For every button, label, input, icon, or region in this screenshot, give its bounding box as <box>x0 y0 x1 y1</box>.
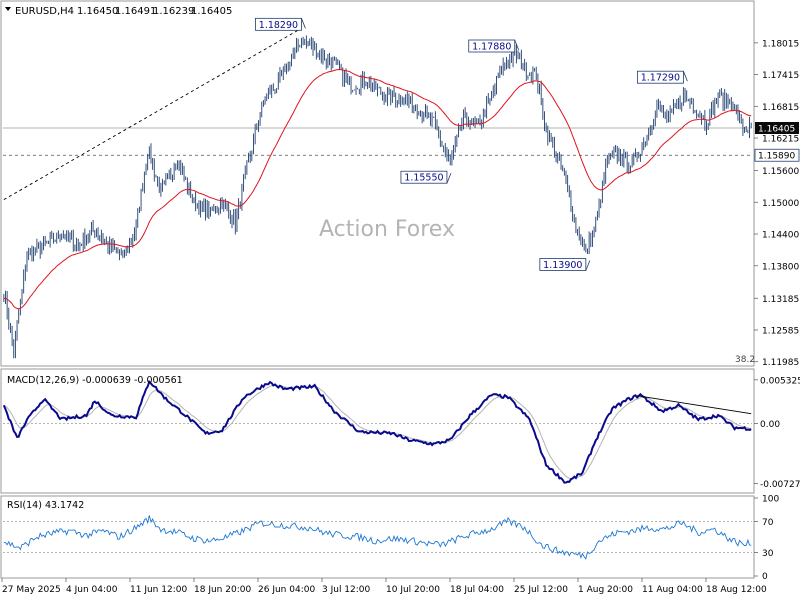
macd-line <box>2 379 752 484</box>
annotation-label: 1.13900 <box>543 260 582 271</box>
macd-axis: 0.005325 0.00 -0.007273 <box>754 376 800 490</box>
current-price-label: 1.16405 <box>758 125 795 135</box>
time-tick-label: 11 Aug 04:00 <box>642 585 703 595</box>
price-tick-label: 1.17415 <box>762 71 799 81</box>
annotation-label: 1.17880 <box>472 42 511 53</box>
dropdown-triangle-icon[interactable] <box>5 7 11 11</box>
annotation-box <box>400 170 448 184</box>
annotation-box <box>255 17 302 31</box>
level-price-label: 1.15890 <box>758 152 795 162</box>
time-tick-label: 11 Jun 12:00 <box>130 585 187 595</box>
rsi-tick-label: 0 <box>762 572 768 582</box>
time-tick-label: 18 Aug 12:00 <box>706 585 767 595</box>
watermark: Action Forex <box>319 217 455 242</box>
header-close: 1.16405 <box>191 6 232 17</box>
time-tick-label: 25 Jul 12:00 <box>514 585 568 595</box>
time-tick-label: 18 Jun 20:00 <box>194 585 251 595</box>
header-symbol: EURUSD,H4 <box>15 6 74 17</box>
price-tick-label: 1.16215 <box>762 135 799 145</box>
rsi-axis: 100 70 30 0 <box>754 495 779 582</box>
price-tick-label: 1.12585 <box>762 327 799 337</box>
macd-trendline <box>637 395 752 415</box>
rsi-line <box>3 515 752 560</box>
macd-tick-label: 0.005325 <box>760 376 800 386</box>
macd-tick-label: -0.007273 <box>760 480 800 490</box>
time-tick-label: 1 Aug 20:00 <box>578 585 633 595</box>
price-tick-label: 1.15600 <box>762 167 799 177</box>
macd-tick-label: 0.00 <box>760 420 780 430</box>
price-tick-label: 1.15000 <box>762 199 799 209</box>
rsi-tick-label: 70 <box>762 518 774 528</box>
price-tick-label: 1.13800 <box>762 262 799 272</box>
price-tick-label: 1.16815 <box>762 103 799 113</box>
annotation-label: 1.15550 <box>404 173 443 184</box>
annotation-box <box>636 70 684 84</box>
price-tick-label: 1.11985 <box>762 358 799 368</box>
annotation-pointer <box>301 18 306 29</box>
rsi-tick-label: 100 <box>762 495 779 505</box>
header-high: 1.16491 <box>115 6 156 17</box>
annotation-box <box>539 258 587 271</box>
price-tick-label: 1.13185 <box>762 295 799 305</box>
price-panel <box>0 0 755 367</box>
fib-level-label: 38.2 <box>735 355 755 365</box>
time-tick-label: 10 Jul 20:00 <box>386 585 440 595</box>
macd-title: MACD(12,26,9) -0.000639 -0.000561 <box>7 375 183 386</box>
moving-average <box>3 68 752 310</box>
time-tick-label: 18 Jul 04:00 <box>450 585 504 595</box>
annotation-box <box>468 39 516 53</box>
price-tick-label: 1.14400 <box>762 231 799 241</box>
price-axis: 1.18015 1.17415 1.16815 1.16215 1.15600 1.150… <box>754 39 799 368</box>
candles <box>3 35 752 359</box>
header-low: 1.16239 <box>153 6 194 17</box>
time-tick-label: 3 Jul 12:00 <box>322 585 371 595</box>
rsi-panel <box>0 495 755 579</box>
annotation-pointer <box>585 260 591 271</box>
time-tick-label: 26 Jun 04:00 <box>258 585 315 595</box>
price-annotations: 1.18290 1.17880 1.15550 1.13900 1.17290 <box>255 17 688 271</box>
current-price-badge <box>755 122 799 135</box>
time-tick-label: 27 May 2025 <box>2 585 61 595</box>
rsi-tick-label: 30 <box>762 549 774 559</box>
ma-line <box>3 68 752 310</box>
annotation-label: 1.17290 <box>641 73 680 84</box>
annotation-pointer <box>683 71 688 82</box>
annotation-pointer <box>514 39 520 51</box>
macd-panel <box>0 368 755 494</box>
time-axis: 27 May 2025 4 Jun 04:00 11 Jun 12:00 18 Jun… <box>1 578 767 595</box>
annotation-label: 1.18290 <box>259 20 298 31</box>
header-open: 1.16450 <box>77 6 118 17</box>
rsi-title: RSI(14) 43.1742 <box>7 500 84 511</box>
macd-layer <box>2 379 752 484</box>
annotation-pointer <box>446 173 452 184</box>
rsi-layer <box>3 515 752 560</box>
level-price-badge <box>754 148 800 162</box>
time-tick-label: 4 Jun 04:00 <box>66 585 118 595</box>
price-tick-label: 1.18015 <box>762 39 799 49</box>
